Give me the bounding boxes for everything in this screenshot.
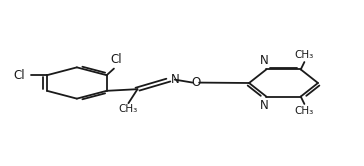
Text: N: N <box>260 54 269 67</box>
Text: N: N <box>260 99 269 112</box>
Text: Cl: Cl <box>13 69 25 82</box>
Text: CH₃: CH₃ <box>295 106 314 116</box>
Text: CH₃: CH₃ <box>295 50 314 60</box>
Text: O: O <box>191 76 200 89</box>
Text: CH₃: CH₃ <box>119 104 138 115</box>
Text: N: N <box>171 73 180 86</box>
Text: Cl: Cl <box>110 53 122 66</box>
